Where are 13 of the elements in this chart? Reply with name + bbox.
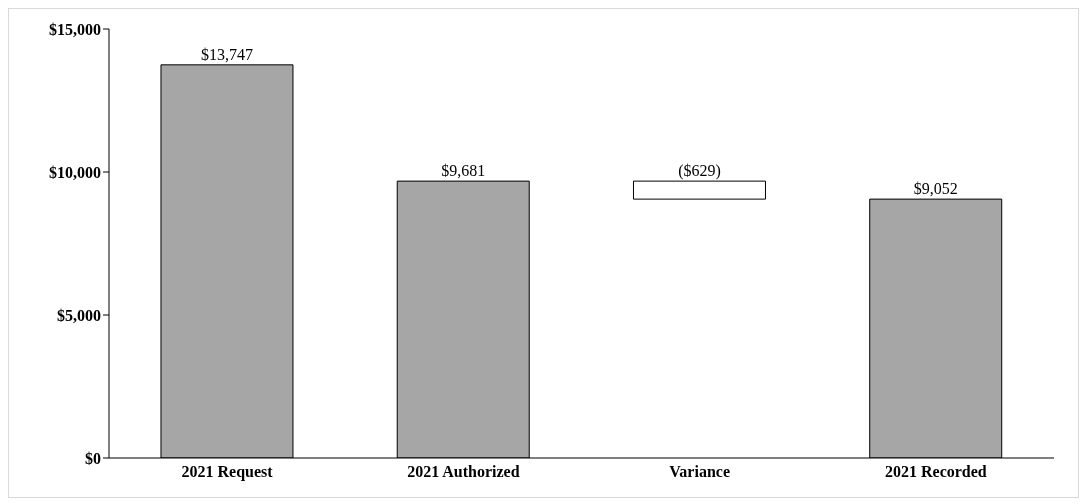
y-tick-label: $0 xyxy=(85,449,101,467)
x-tick-label: Variance xyxy=(669,463,730,481)
bar xyxy=(632,180,766,200)
data-label: $9,052 xyxy=(913,180,958,198)
data-label: ($629) xyxy=(678,162,721,181)
y-tick-label: $5,000 xyxy=(57,306,101,324)
x-tick-label: 2021 Request xyxy=(181,463,274,482)
x-tick-label: 2021 Recorded xyxy=(884,463,987,481)
x-tick-label: 2021 Authorized xyxy=(407,463,520,481)
y-tick-label: $10,000 xyxy=(49,163,101,181)
y-tick-label: $15,000 xyxy=(49,20,101,38)
data-label: $13,747 xyxy=(200,45,253,63)
data-label: $9,681 xyxy=(441,162,486,180)
